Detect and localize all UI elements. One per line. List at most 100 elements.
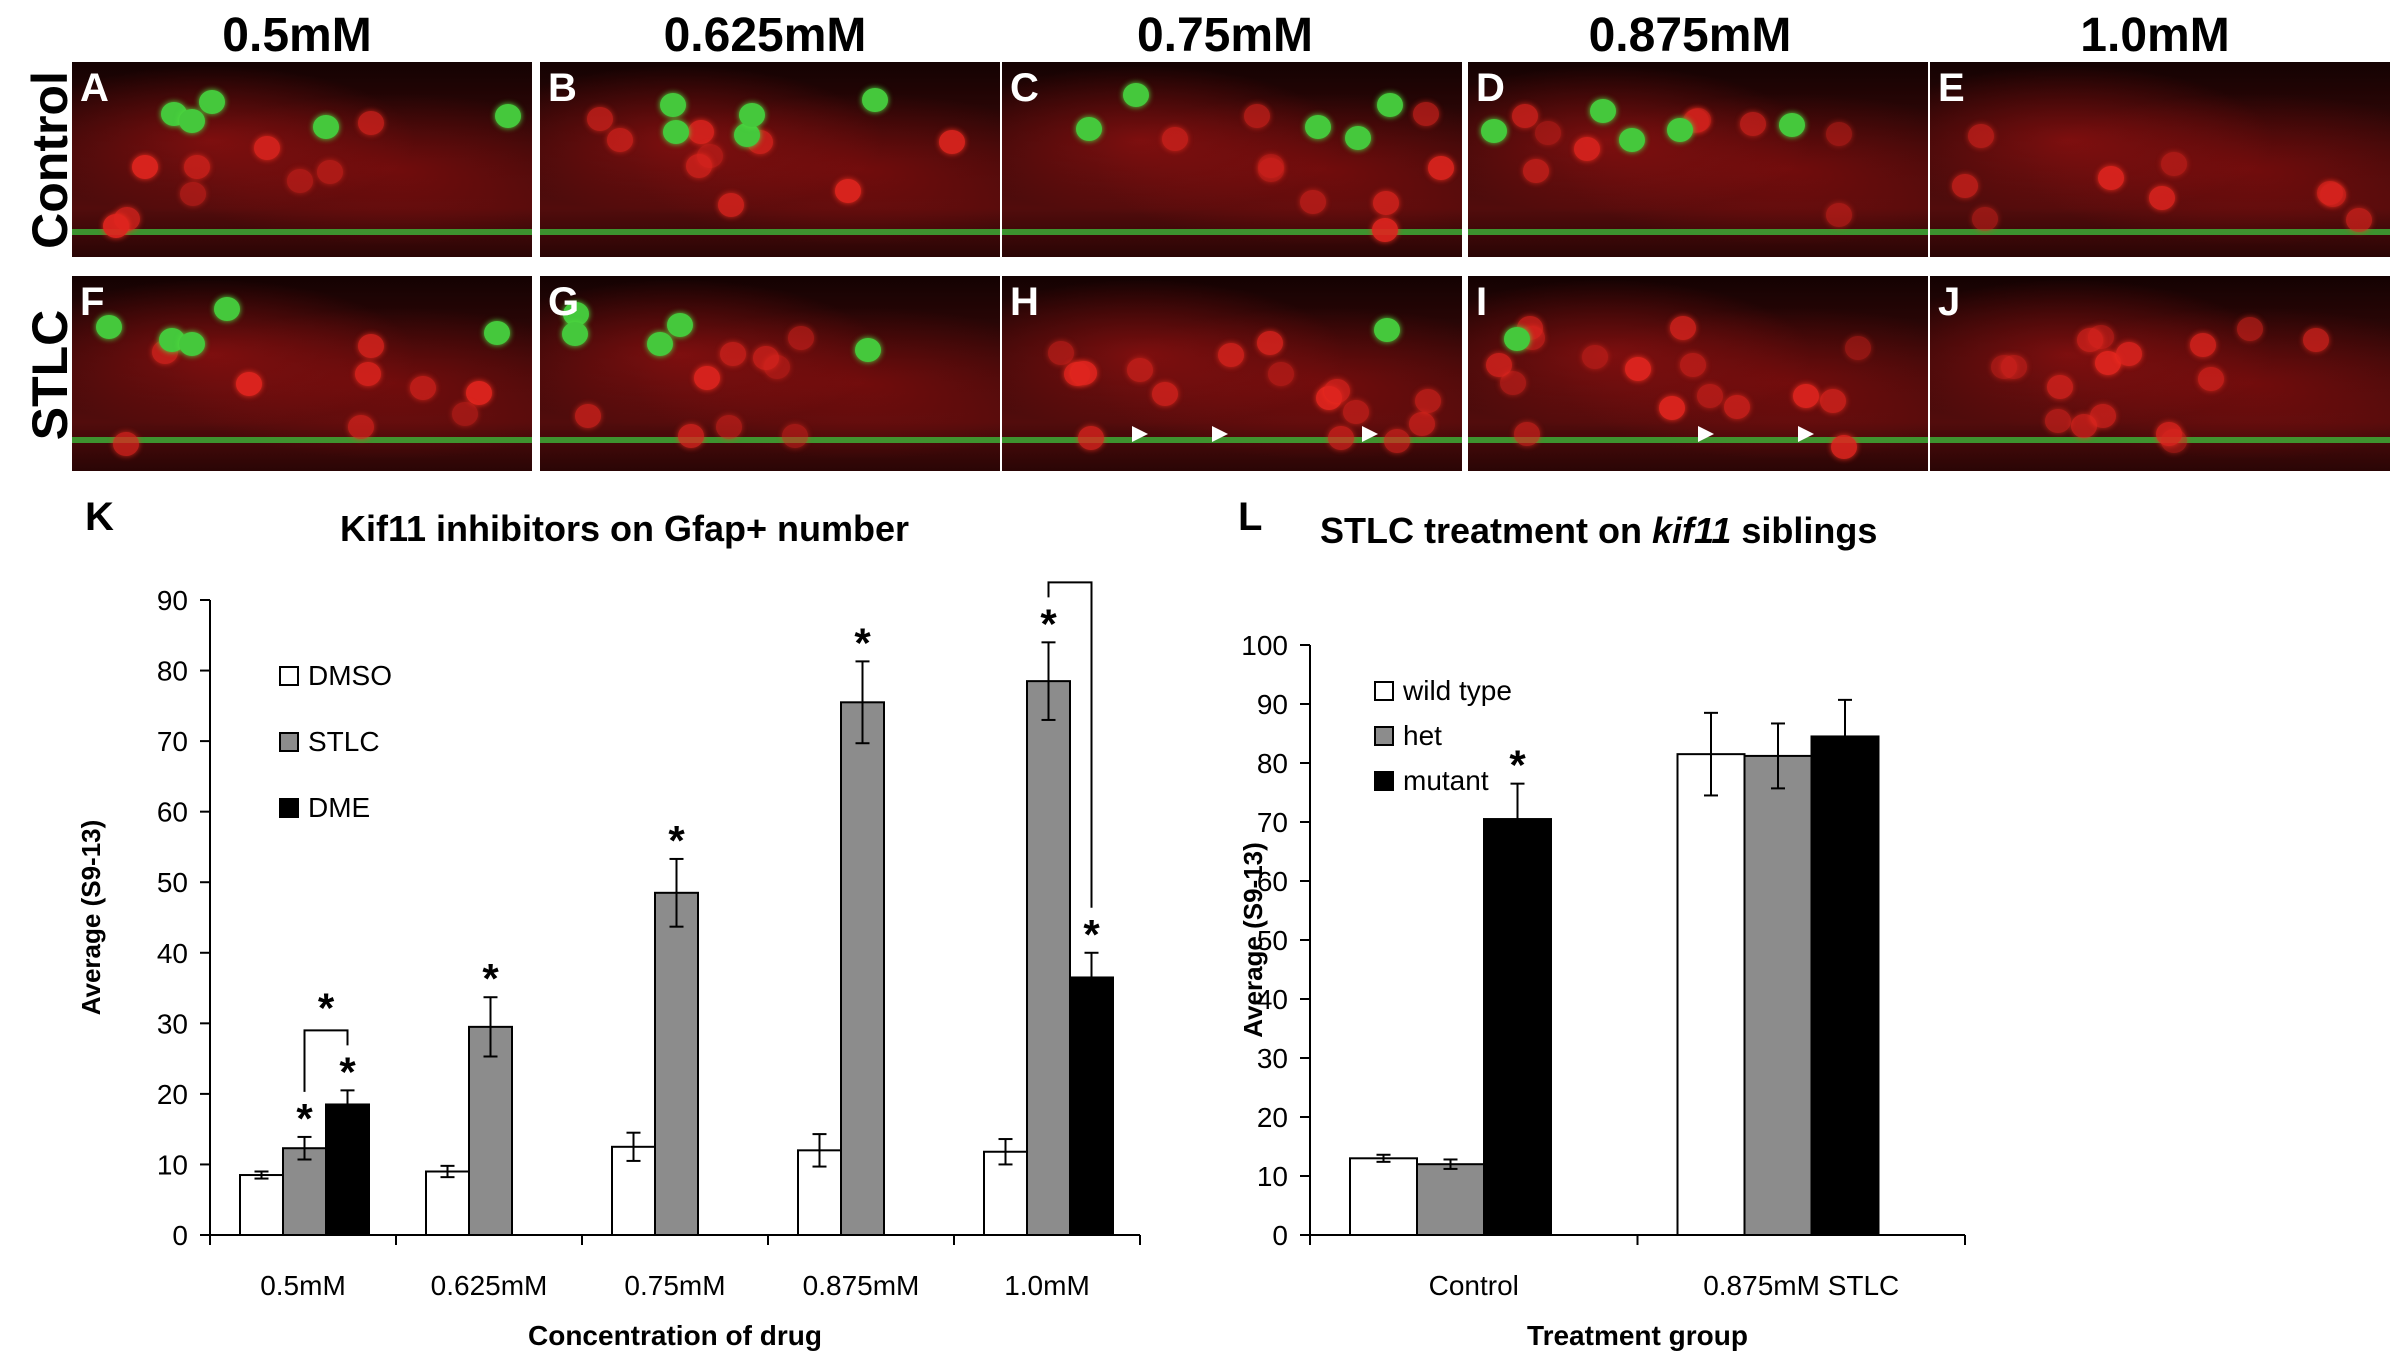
y-tick-label: 100 — [1241, 630, 1288, 661]
red-cell — [1820, 389, 1846, 413]
red-cell — [788, 326, 814, 350]
y-tick-label: 0 — [1272, 1220, 1288, 1251]
red-cell — [1257, 331, 1283, 355]
red-cell — [1670, 316, 1696, 340]
red-cell — [1258, 158, 1284, 182]
arrowhead-marker — [1212, 426, 1228, 442]
red-cell — [1078, 426, 1104, 450]
red-cell — [466, 381, 492, 405]
y-tick-label: 40 — [1257, 984, 1288, 1015]
red-cell — [355, 362, 381, 386]
bar-stlc — [468, 1025, 513, 1236]
row-label-control: Control — [22, 71, 78, 249]
chart-k: 0 10 20 30 40 50 60 70 80 90 0.5mM 0.625mM 0.75mM 0.8… — [76, 570, 1141, 1351]
x-tick-label: 1.0mM — [1004, 1270, 1090, 1301]
y-axis-title: Average (S9-13) — [76, 820, 106, 1016]
red-cell — [718, 193, 744, 217]
red-cell — [1574, 137, 1600, 161]
bar-mutant — [1483, 818, 1552, 1237]
micrograph-background — [540, 62, 1000, 257]
red-cell — [358, 111, 384, 135]
gfap-fiber-layer — [72, 229, 532, 235]
red-cell — [2303, 328, 2329, 352]
significance-bracket — [1047, 581, 1093, 908]
significance-star: * — [1083, 911, 1100, 958]
red-cell — [686, 154, 712, 178]
figure-letter-k: K — [85, 495, 114, 539]
green-cell — [1345, 126, 1371, 150]
red-cell — [1659, 396, 1685, 420]
legend-swatch — [279, 732, 299, 752]
red-cell — [939, 130, 965, 154]
red-cell — [1244, 104, 1270, 128]
y-tick-label: 70 — [157, 726, 188, 757]
micrograph-panel-j: J — [1930, 276, 2390, 471]
significance-star: * — [1062, 570, 1079, 583]
chart-k-title: Kif11 inhibitors on Gfap+ number — [340, 508, 910, 549]
arrowhead-marker — [1132, 426, 1148, 442]
significance-star: * — [318, 984, 335, 1031]
concentration-label-3: 0.875mM — [1588, 9, 1792, 62]
green-cell — [214, 297, 240, 321]
red-cell — [2001, 355, 2027, 379]
red-cell — [1514, 422, 1540, 446]
panel-letter: G — [548, 280, 580, 324]
micrograph-panel-c: C — [1002, 62, 1462, 257]
chart-l-title-suffix: siblings — [1731, 510, 1878, 551]
micrograph-panel-h: H — [1002, 276, 1462, 471]
concentration-label-2: 0.75mM — [1136, 9, 1314, 62]
red-cell — [348, 415, 374, 439]
arrowhead-marker — [1362, 426, 1378, 442]
red-cell — [410, 376, 436, 400]
green-cell — [663, 120, 689, 144]
red-cell — [1409, 412, 1435, 436]
panel-letter: B — [548, 66, 577, 110]
significance-star: * — [854, 619, 871, 666]
red-cell — [1523, 159, 1549, 183]
red-cell — [180, 182, 206, 206]
y-tick-label: 10 — [1257, 1161, 1288, 1192]
red-cell — [132, 155, 158, 179]
legend-swatch — [279, 798, 299, 818]
red-cell — [716, 415, 742, 439]
concentration-label-0: 0.5mM — [222, 9, 372, 62]
green-cell — [562, 322, 588, 346]
green-cell — [199, 90, 225, 114]
red-cell — [1415, 389, 1441, 413]
red-cell — [782, 424, 808, 448]
x-tick-label: 0.875mM STLC — [1703, 1270, 1899, 1301]
bar-het — [1743, 754, 1813, 1236]
green-cell — [179, 109, 205, 133]
significance-star: * — [1040, 600, 1057, 647]
bar-wild-type — [1676, 753, 1746, 1236]
significance-star: * — [668, 817, 685, 864]
red-cell — [1952, 174, 1978, 198]
significance-bracket — [303, 1029, 349, 1092]
bar-het — [1416, 1163, 1485, 1237]
legend-label: het — [1403, 720, 1442, 751]
green-cell — [313, 115, 339, 139]
red-cell — [587, 107, 613, 131]
concentration-label-1: 0.625mM — [663, 9, 867, 62]
panel-letter: F — [80, 280, 105, 324]
panel-letter: A — [80, 66, 109, 110]
bar-dme — [1069, 976, 1114, 1236]
y-tick-label: 60 — [157, 797, 188, 828]
red-cell — [688, 120, 714, 144]
micrograph-panel-i: I — [1468, 276, 1928, 471]
y-tick-label: 50 — [157, 867, 188, 898]
red-cell — [1826, 203, 1852, 227]
significance-star: * — [339, 1048, 356, 1095]
x-axis-title: Concentration of drug — [528, 1320, 822, 1351]
red-cell — [1486, 353, 1512, 377]
legend-swatch — [1374, 681, 1394, 701]
bar-mutant — [1810, 735, 1880, 1236]
x-tick-label: Control — [1429, 1270, 1519, 1301]
arrowhead-marker — [1698, 426, 1714, 442]
red-cell — [1127, 358, 1153, 382]
y-tick-label: 30 — [157, 1008, 188, 1039]
green-cell — [179, 332, 205, 356]
red-cell — [1372, 218, 1398, 242]
y-tick-label: 20 — [1257, 1102, 1288, 1133]
micrograph-panel-b: B — [540, 62, 1000, 257]
